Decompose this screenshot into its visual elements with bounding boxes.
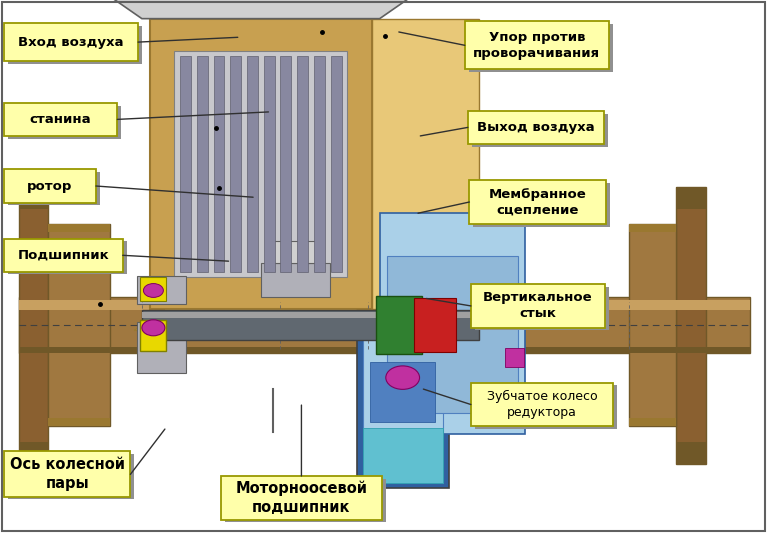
Circle shape [142, 320, 165, 336]
Circle shape [386, 366, 420, 389]
FancyBboxPatch shape [4, 103, 117, 136]
Bar [314, 56, 324, 272]
Bar [142, 312, 479, 318]
Bar [213, 56, 224, 272]
Bar [676, 187, 706, 209]
Bar [370, 362, 435, 422]
Text: Зубчатое колесо
редуктора: Зубчатое колесо редуктора [486, 390, 597, 419]
Bar [19, 300, 750, 310]
Bar [264, 56, 275, 272]
Bar [142, 310, 479, 340]
FancyBboxPatch shape [475, 385, 617, 429]
Bar [19, 297, 750, 353]
FancyBboxPatch shape [471, 383, 613, 426]
Polygon shape [104, 0, 418, 19]
Bar [180, 56, 191, 272]
FancyBboxPatch shape [471, 284, 605, 328]
Text: Выход воздуха: Выход воздуха [477, 121, 595, 134]
Bar [19, 187, 48, 464]
Bar [19, 441, 48, 464]
Bar [261, 263, 330, 297]
Bar [363, 335, 443, 483]
Bar [268, 241, 322, 263]
Bar [505, 348, 524, 367]
Text: Подшипник: Подшипник [18, 249, 109, 262]
Bar [137, 276, 186, 304]
Bar [197, 56, 208, 272]
FancyBboxPatch shape [221, 476, 382, 520]
FancyBboxPatch shape [472, 114, 608, 147]
FancyBboxPatch shape [8, 106, 121, 139]
Bar [357, 330, 449, 488]
FancyBboxPatch shape [4, 239, 123, 272]
Text: ротор: ротор [27, 180, 73, 192]
FancyBboxPatch shape [465, 21, 609, 69]
Bar [48, 224, 110, 232]
Bar [150, 19, 372, 309]
Bar [629, 224, 676, 232]
Circle shape [143, 284, 163, 297]
Bar [629, 224, 676, 426]
FancyBboxPatch shape [8, 26, 142, 64]
FancyBboxPatch shape [473, 183, 610, 227]
Text: Вход воздуха: Вход воздуха [18, 36, 123, 49]
Bar [137, 322, 186, 373]
Text: Упор против
проворачивания: Упор против проворачивания [473, 31, 601, 60]
Text: станина: станина [30, 113, 91, 126]
FancyBboxPatch shape [468, 111, 604, 144]
FancyBboxPatch shape [8, 454, 134, 499]
Bar [387, 256, 518, 413]
Bar [676, 187, 706, 464]
FancyBboxPatch shape [8, 241, 127, 274]
Text: Ось колесной
пары: Ось колесной пары [10, 457, 124, 491]
FancyBboxPatch shape [4, 23, 138, 61]
Bar [174, 51, 347, 277]
Text: Мембранное
сцепление: Мембранное сцепление [489, 188, 587, 216]
FancyBboxPatch shape [4, 451, 130, 497]
Bar [331, 56, 341, 272]
Text: Вертикальное
стык: Вертикальное стык [483, 292, 593, 320]
Bar [380, 213, 525, 434]
FancyBboxPatch shape [225, 479, 386, 522]
Polygon shape [134, 309, 387, 330]
Bar [281, 56, 291, 272]
Text: Моторноосевой
подшипник: Моторноосевой подшипник [235, 481, 367, 515]
FancyBboxPatch shape [469, 180, 606, 224]
Bar [298, 56, 308, 272]
FancyBboxPatch shape [469, 24, 613, 72]
Bar [505, 284, 524, 303]
Bar [629, 418, 676, 426]
FancyBboxPatch shape [4, 169, 96, 203]
Bar [247, 56, 258, 272]
FancyBboxPatch shape [8, 172, 100, 205]
Bar [19, 348, 750, 353]
Bar [140, 277, 166, 301]
Bar [19, 187, 48, 209]
Bar [376, 296, 422, 354]
Bar [230, 56, 241, 272]
Bar [363, 429, 443, 483]
Bar [48, 224, 110, 426]
Bar [414, 298, 456, 352]
Bar [48, 418, 110, 426]
FancyBboxPatch shape [475, 287, 609, 330]
Bar [140, 320, 166, 351]
Bar [372, 19, 479, 309]
Bar [676, 441, 706, 464]
